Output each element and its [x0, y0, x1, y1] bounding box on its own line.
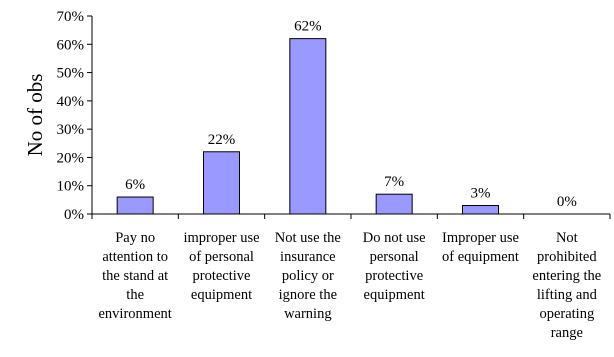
y-tick-label: 20% — [57, 150, 85, 166]
bar — [462, 205, 499, 215]
y-tick-label: 50% — [57, 66, 85, 82]
y-axis-title: No of obs — [23, 73, 47, 157]
data-label: 6% — [125, 177, 145, 193]
bar — [203, 151, 240, 215]
bar — [116, 196, 154, 215]
data-label: 7% — [384, 174, 404, 190]
y-tick-label: 10% — [57, 179, 85, 195]
y-tick-label: 70% — [57, 9, 85, 25]
bar — [289, 38, 327, 215]
data-label: 62% — [294, 19, 322, 35]
y-tick-label: 30% — [57, 122, 85, 138]
y-tick-label: 60% — [57, 37, 85, 53]
bar — [375, 193, 413, 215]
data-label: 22% — [208, 132, 236, 148]
y-tick-label: 0% — [64, 207, 84, 223]
data-label: 3% — [471, 186, 491, 202]
data-label: 0% — [557, 194, 577, 210]
y-tick-label: 40% — [57, 94, 85, 110]
